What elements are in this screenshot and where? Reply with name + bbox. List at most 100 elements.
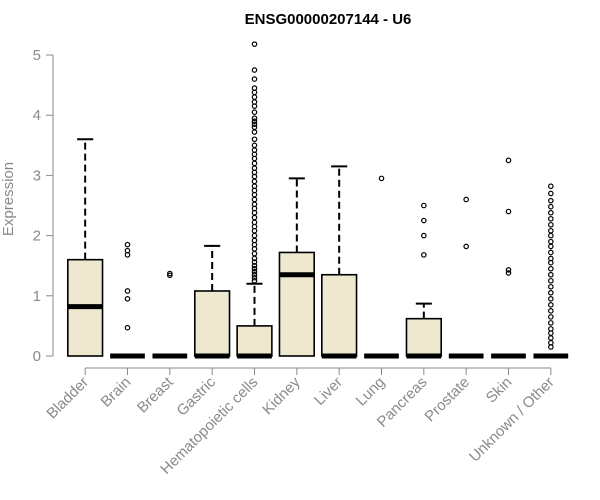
outlier-point — [548, 197, 554, 204]
outlier-point — [548, 277, 554, 284]
outlier-point — [421, 232, 427, 239]
outlier-point — [548, 209, 554, 216]
outlier-point — [421, 217, 427, 224]
outlier-point — [251, 94, 258, 100]
outlier-point — [251, 196, 258, 203]
outlier-point — [505, 267, 512, 273]
outlier-point — [378, 175, 385, 182]
outlier-point — [548, 265, 554, 272]
y-tick-label: 2 — [33, 228, 41, 245]
box-group — [194, 244, 231, 359]
box-group — [278, 177, 315, 357]
x-tick-label: Lung — [353, 374, 389, 410]
outlier-point — [251, 214, 258, 221]
box-series — [67, 41, 569, 359]
outlier-point — [548, 259, 554, 266]
x-tick-label: Bladder — [43, 374, 92, 423]
outlier-point — [548, 221, 554, 228]
outlier-point — [505, 270, 512, 276]
outlier-point — [251, 136, 258, 143]
outlier-point — [251, 115, 258, 122]
outlier-point — [167, 270, 173, 277]
outlier-point — [251, 142, 258, 149]
y-tick-label: 0 — [33, 348, 41, 365]
box-group — [67, 138, 104, 357]
outlier-point — [251, 262, 258, 269]
outlier-point — [251, 232, 258, 239]
outlier-point — [548, 238, 554, 245]
outlier-point — [124, 296, 131, 302]
outlier-point — [251, 250, 258, 257]
outlier-point — [463, 243, 469, 250]
box-group — [321, 165, 358, 359]
outlier-point — [251, 67, 258, 73]
outlier-point — [251, 271, 258, 278]
outlier-point — [548, 320, 554, 326]
outlier-point — [251, 178, 258, 185]
box-group — [533, 183, 569, 359]
box-group — [236, 41, 273, 359]
outlier-point — [124, 288, 131, 294]
x-tick-label: Brain — [98, 374, 135, 411]
outlier-point — [548, 232, 554, 239]
outlier-point — [251, 255, 258, 262]
y-axis: 0 1 2 3 4 5 — [33, 47, 54, 365]
outlier-point — [548, 344, 554, 350]
outlier-point — [548, 283, 554, 290]
outlier-point — [548, 203, 554, 210]
outlier-point — [421, 252, 427, 258]
outlier-point — [251, 129, 258, 135]
outlier-point — [463, 196, 469, 203]
y-tick-label: 3 — [33, 167, 41, 184]
outlier-point — [251, 160, 258, 167]
outlier-point — [251, 268, 258, 275]
outlier-point — [548, 227, 554, 234]
outlier-point — [505, 208, 512, 215]
box — [236, 325, 273, 357]
box-group — [364, 175, 399, 359]
outlier-point — [548, 271, 554, 278]
outlier-point — [124, 241, 131, 248]
outlier-point — [548, 249, 554, 256]
x-tick-label: Prostate — [421, 374, 473, 426]
outlier-point — [251, 103, 258, 109]
outlier-point — [124, 252, 131, 258]
outlier-point — [548, 314, 554, 320]
y-tick-label: 4 — [33, 107, 41, 124]
y-tick-label: 1 — [33, 288, 41, 305]
box-group — [152, 270, 188, 359]
x-tick-label: Kidney — [259, 373, 304, 418]
outlier-point — [548, 190, 554, 197]
outlier-point — [505, 157, 512, 164]
outlier-point — [251, 124, 258, 131]
outlier-point — [251, 274, 258, 281]
x-tick-label: Breast — [134, 373, 177, 416]
box-group — [448, 196, 484, 359]
chart-title: ENSG00000207144 - U6 — [245, 11, 412, 28]
box-group — [491, 157, 526, 359]
box — [278, 251, 315, 357]
outlier-point — [548, 215, 554, 222]
outlier-point — [548, 335, 554, 341]
outlier-point — [548, 243, 554, 250]
outlier-point — [124, 324, 131, 331]
y-tick-label: 5 — [33, 47, 41, 64]
outlier-point — [548, 296, 554, 302]
outlier-point — [251, 118, 258, 125]
outlier-point — [548, 308, 554, 314]
outlier-point — [548, 302, 554, 308]
outlier-point — [251, 121, 258, 128]
box-group — [405, 202, 442, 359]
x-tick-label: Liver — [311, 374, 346, 409]
outlier-point — [421, 202, 427, 209]
outlier-point — [548, 289, 554, 296]
outlier-point — [251, 259, 258, 265]
box-group — [110, 241, 145, 359]
outlier-point — [548, 183, 554, 190]
box — [321, 273, 358, 357]
box — [405, 317, 442, 357]
y-axis-label: Expression — [0, 162, 17, 236]
outlier-point — [251, 41, 258, 47]
